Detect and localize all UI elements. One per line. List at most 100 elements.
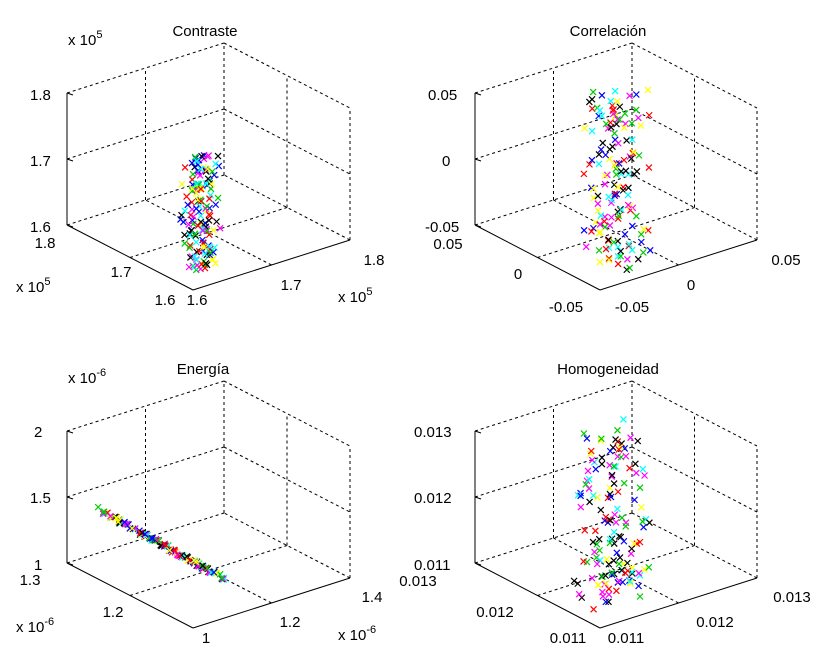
axes: [474, 430, 758, 629]
data-point: [586, 498, 594, 506]
data-point: [578, 594, 586, 602]
data-point: [596, 546, 603, 554]
data-point: [593, 494, 601, 501]
data-point: [626, 264, 634, 272]
data-point: [595, 151, 603, 158]
data-point: [614, 183, 622, 191]
data-point: [192, 238, 200, 246]
data-point: [602, 120, 610, 128]
data-point: [605, 598, 612, 606]
data-point: [584, 467, 592, 475]
data-point: [149, 534, 156, 542]
data-point: [611, 511, 619, 519]
z-tick: [66, 496, 74, 500]
data-point: [607, 493, 615, 501]
data-point: [634, 437, 642, 445]
data-point: [608, 471, 616, 479]
scatter-points: [570, 416, 653, 613]
data-point: [626, 92, 634, 100]
grid-lines: [474, 42, 758, 266]
x-tick-label: 1.4: [362, 589, 383, 606]
data-point: [610, 181, 618, 189]
data-point: [614, 139, 622, 147]
z-tick-label: 0.012: [414, 490, 452, 507]
data-point: [593, 540, 601, 548]
data-point: [614, 237, 622, 245]
data-point: [126, 524, 134, 532]
chart-title: Energía: [177, 361, 230, 378]
data-point: [621, 110, 629, 117]
data-point: [606, 222, 614, 229]
data-point: [181, 239, 189, 247]
data-point: [636, 593, 644, 600]
z-tick-label: 1.8: [30, 87, 51, 104]
data-point: [190, 213, 197, 221]
data-point: [201, 250, 209, 258]
data-point: [605, 254, 613, 262]
x-tick-label: -0.05: [615, 299, 649, 316]
data-point: [605, 591, 613, 598]
grid-lines: [474, 380, 758, 604]
data-point: [595, 112, 603, 120]
data-point: [618, 440, 626, 448]
z-exponent-label: x 105: [68, 29, 102, 49]
data-point: [588, 127, 596, 135]
data-point: [203, 202, 211, 210]
data-point: [628, 568, 636, 576]
data-point: [623, 137, 631, 144]
data-point: [602, 579, 610, 587]
data-point: [645, 563, 653, 571]
data-point: [637, 122, 645, 130]
data-point: [588, 227, 595, 235]
z-tick-label: 0.011: [414, 557, 450, 574]
data-point: [181, 207, 189, 215]
z-exponent-label: x 10-6: [68, 367, 106, 387]
data-point: [195, 184, 203, 192]
data-point: [610, 528, 618, 536]
data-point: [593, 554, 600, 561]
data-point: [636, 571, 644, 579]
data-point: [185, 263, 193, 271]
data-point: [161, 540, 169, 548]
data-point: [639, 518, 646, 525]
y-tick-label: -0.05: [549, 299, 583, 316]
data-point: [212, 201, 220, 209]
data-point: [594, 200, 602, 208]
x-tick-label: 1.8: [364, 252, 385, 269]
data-point: [608, 473, 616, 480]
data-point: [202, 180, 210, 188]
data-point: [589, 538, 597, 546]
data-point: [591, 548, 598, 556]
data-point: [597, 506, 605, 514]
z-tick: [474, 158, 482, 162]
data-point: [596, 107, 604, 114]
y-tick-label: 0.013: [399, 573, 437, 590]
data-point: [107, 512, 114, 520]
data-point: [637, 503, 645, 511]
z-tick-label: 2: [34, 424, 42, 441]
data-point: [199, 562, 207, 570]
data-point: [595, 535, 603, 543]
data-point: [630, 540, 638, 548]
x-tick-label: 0.012: [696, 614, 734, 631]
chart-title: Contraste: [172, 23, 237, 40]
data-point: [605, 256, 613, 264]
data-point: [183, 193, 191, 201]
data-point: [613, 549, 621, 557]
data-point: [639, 465, 647, 473]
data-point: [608, 571, 616, 579]
data-point: [615, 446, 623, 453]
data-point: [596, 228, 604, 236]
data-point: [191, 253, 199, 260]
data-point: [608, 213, 615, 221]
z-tick-label: 0.013: [414, 424, 452, 441]
data-point: [611, 87, 619, 95]
data-point: [607, 97, 615, 105]
data-point: [621, 569, 629, 577]
data-point: [612, 587, 620, 595]
x-tick-label: 1.7: [281, 277, 302, 294]
data-point: [616, 116, 623, 124]
data-point: [594, 581, 602, 589]
data-point: [610, 480, 618, 487]
data-point: [582, 243, 590, 251]
